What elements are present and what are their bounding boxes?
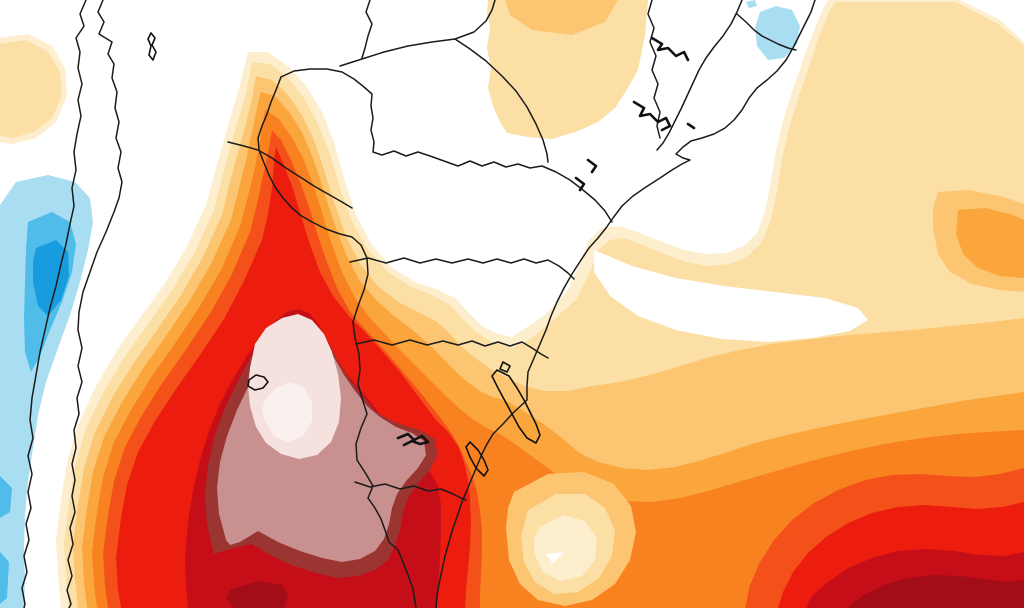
reservoir-squiggle-3 bbox=[586, 158, 598, 174]
paraguay-north-and-state-line bbox=[280, 68, 613, 223]
sp-rj-state-border bbox=[647, 0, 661, 139]
lagoa-mirim-outline bbox=[465, 441, 489, 477]
near-white-core bbox=[262, 382, 312, 442]
reservoir-squiggle-1 bbox=[650, 36, 690, 62]
brazil-uruguay-border bbox=[354, 481, 467, 501]
es-mg-state-border bbox=[736, 13, 797, 51]
river-squiggle-riogrande bbox=[396, 432, 430, 447]
small-lake-topleft-outline bbox=[147, 32, 157, 61]
matogrosso-north-border bbox=[339, 0, 496, 67]
cool-band-light bbox=[0, 175, 93, 608]
cool-band-deep bbox=[33, 240, 69, 316]
deep-red-bottom-patch bbox=[226, 581, 288, 608]
cool-patch-mid-left-edge-1 bbox=[0, 476, 12, 518]
laguna-mar-chiquita-outline bbox=[247, 374, 269, 391]
border-segment-topcenter bbox=[361, 0, 373, 59]
lagoa-dos-patos-outline bbox=[491, 369, 541, 444]
neutral-band-ocean bbox=[594, 250, 868, 342]
warm-patch-saopaulo bbox=[487, 0, 648, 139]
santacatarina-riograndedosul-border bbox=[355, 339, 549, 359]
parana-santacatarina-border bbox=[349, 257, 575, 280]
ms-sp-border bbox=[454, 38, 549, 163]
chile-argentina-border bbox=[66, 0, 123, 608]
warm-patch-topcenter bbox=[505, 0, 618, 35]
lagoa-patos-north-nub bbox=[499, 361, 511, 373]
cool-patch-topright bbox=[755, 6, 800, 60]
atlantic-coastline bbox=[435, 0, 816, 608]
pilcomayo-border bbox=[227, 141, 353, 209]
reservoir-squiggle-5 bbox=[686, 122, 696, 130]
warm-blob-right-inner bbox=[956, 208, 1024, 278]
paraguay-parana-uruguay-rivers bbox=[257, 76, 417, 608]
warm-patch-topleft bbox=[0, 40, 62, 138]
cool-speck-topright bbox=[746, 0, 757, 8]
coolspot-ring-pale bbox=[534, 515, 597, 581]
reservoir-squiggle-4 bbox=[574, 176, 586, 192]
coolspot-white-center bbox=[546, 552, 564, 564]
rj-mg-state-border bbox=[656, 0, 743, 151]
chile-coastline bbox=[21, 0, 87, 608]
cool-patch-mid-left-edge-2 bbox=[0, 552, 9, 604]
deep-red-corner bbox=[848, 575, 1024, 608]
reservoir-squiggle-2 bbox=[632, 100, 672, 132]
